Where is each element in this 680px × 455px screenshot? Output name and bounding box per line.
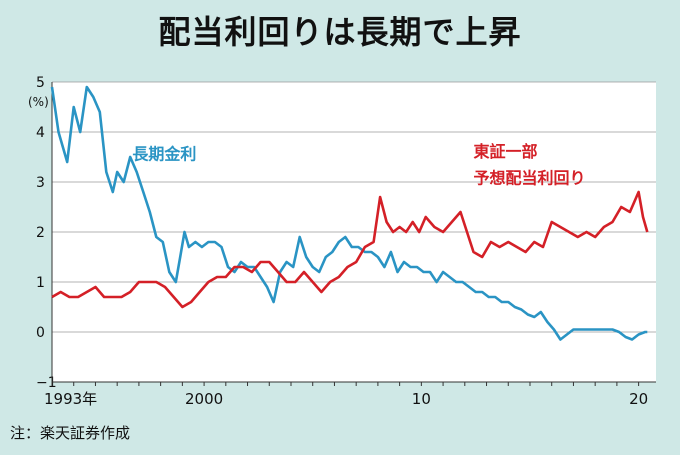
series-label: 東証一部: [473, 142, 537, 161]
y-tick-label: −1: [36, 375, 57, 391]
y-tick-label: 5: [36, 75, 45, 91]
series-label: 長期金利: [132, 145, 196, 164]
y-tick-label: 4: [36, 125, 45, 141]
x-tick-label: 1993年: [44, 390, 97, 408]
series-line: [50, 85, 648, 341]
y-tick-label: 1: [36, 275, 45, 291]
y-tick-label: 2: [36, 225, 45, 241]
source-note: 注：楽天証券作成: [10, 424, 131, 442]
axes: −1 0 1 2 3 4 5 (%) 1993年 2000 10 20: [28, 75, 656, 408]
series-lines: [50, 85, 649, 341]
y-tick-label: 3: [36, 175, 45, 191]
chart-title: 配当利回りは長期で上昇: [158, 13, 522, 51]
y-tick-label: 0: [36, 325, 45, 341]
x-tick-label: 2000: [185, 390, 223, 408]
x-tick-label: 20: [629, 390, 648, 408]
series-line: [51, 190, 649, 309]
series-label: 予想配当利回り: [473, 169, 585, 188]
x-tick-label: 10: [412, 390, 431, 408]
y-axis-unit: (%): [28, 95, 49, 109]
